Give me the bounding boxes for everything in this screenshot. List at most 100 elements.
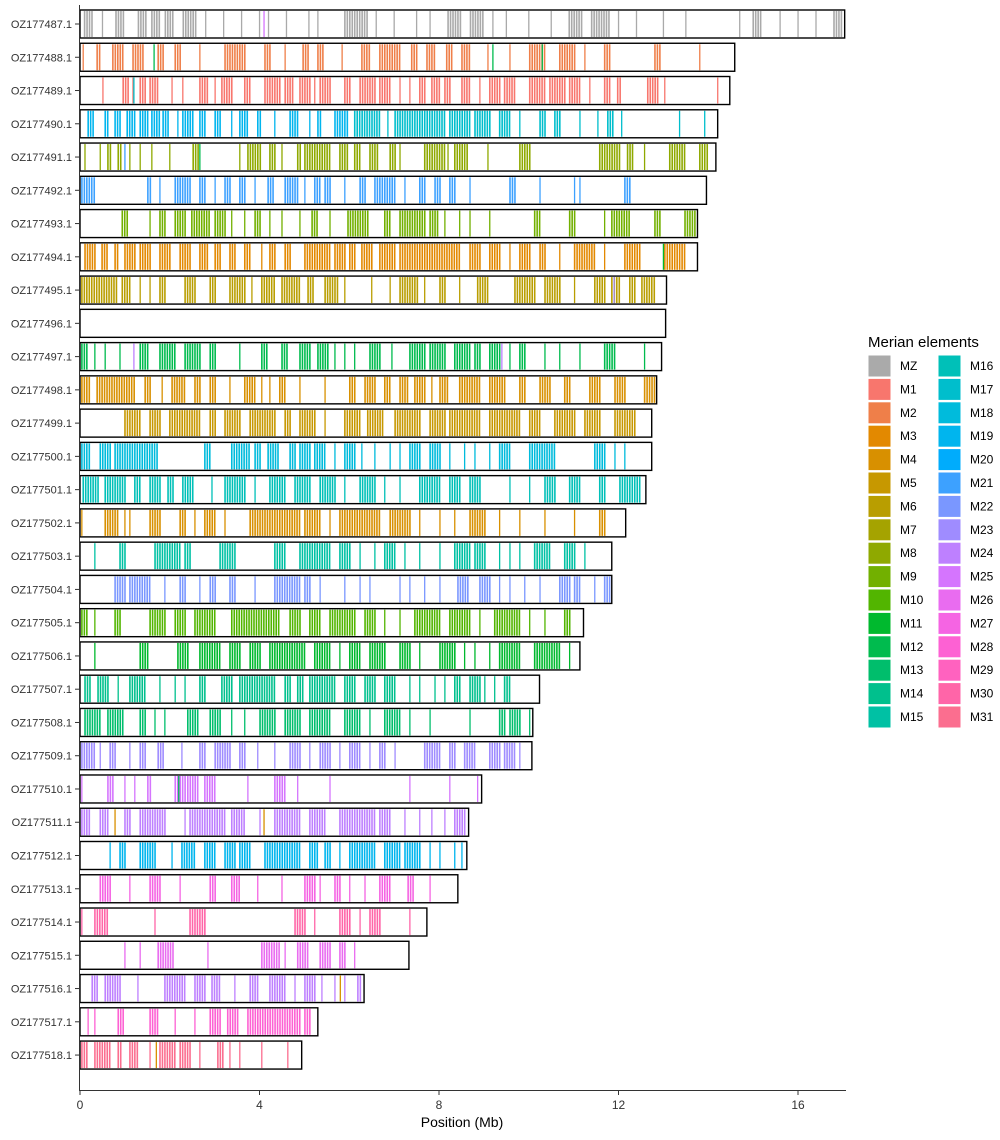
marker-mz <box>474 11 477 37</box>
marker-m14 <box>226 676 228 703</box>
marker-m3 <box>114 243 116 270</box>
marker-m12 <box>286 343 288 370</box>
marker-m4 <box>473 376 476 403</box>
marker-m9 <box>618 210 621 237</box>
marker-m9 <box>121 210 124 237</box>
marker-m24 <box>348 809 351 836</box>
marker-m30 <box>194 909 196 936</box>
marker-m16 <box>97 476 99 503</box>
marker-m18 <box>533 443 536 470</box>
marker-m6 <box>544 277 546 304</box>
marker-m1 <box>346 77 349 104</box>
marker-m17 <box>409 110 411 137</box>
marker-cluster-m1 <box>264 77 281 104</box>
marker-m16 <box>631 476 634 503</box>
marker-m4 <box>651 376 653 403</box>
marker-m10 <box>230 609 233 636</box>
marker-cluster-m3 <box>269 243 276 270</box>
marker-m15 <box>533 543 536 570</box>
marker-m8 <box>521 144 524 171</box>
marker-m9 <box>654 210 656 237</box>
marker-m27 <box>156 875 159 902</box>
marker-m1 <box>361 77 364 104</box>
marker-m18 <box>134 443 136 470</box>
marker-m16 <box>306 476 309 503</box>
marker-m24 <box>114 975 116 1002</box>
marker-m22 <box>486 576 489 603</box>
marker-m12 <box>491 343 494 370</box>
marker-m31 <box>184 1042 186 1069</box>
marker-m10 <box>421 609 424 636</box>
marker-m11 <box>179 642 182 669</box>
marker-cluster-m3 <box>348 243 356 270</box>
marker-m10 <box>313 609 316 636</box>
marker-m28 <box>149 1008 151 1035</box>
marker-m3 <box>311 243 314 270</box>
marker-cluster-m13 <box>509 709 521 736</box>
marker-m23 <box>473 742 476 769</box>
marker-cluster-m23 <box>379 742 386 769</box>
marker-m1 <box>171 77 173 104</box>
marker-cluster-m27 <box>149 875 161 902</box>
marker-m3 <box>391 243 394 270</box>
marker-m12 <box>416 343 419 370</box>
legend-item: M4 <box>867 448 917 472</box>
marker-m28 <box>291 1008 294 1035</box>
marker-m4 <box>149 509 151 536</box>
marker-m4 <box>316 509 319 536</box>
marker-m1 <box>651 77 654 104</box>
marker-m25 <box>149 775 152 802</box>
marker-m18 <box>146 443 148 470</box>
marker-mz <box>151 11 153 37</box>
marker-m1 <box>309 77 311 104</box>
marker-m18 <box>126 443 129 470</box>
marker-cluster-m19 <box>139 842 156 869</box>
marker-m1 <box>248 77 251 104</box>
marker-m13 <box>386 709 389 736</box>
marker-m31 <box>99 1042 101 1069</box>
legend: Merian elements MZM1M2M3M4M5M6M7M8M9M10M… <box>867 334 994 729</box>
marker-m5 <box>274 410 276 437</box>
marker-m6 <box>81 277 83 304</box>
marker-m23 <box>613 277 615 304</box>
marker-cluster-m24 <box>164 975 186 1002</box>
marker-m8 <box>299 144 302 171</box>
marker-m24 <box>274 809 276 836</box>
marker-m1 <box>421 77 424 104</box>
marker-m13 <box>318 709 321 736</box>
marker-m22 <box>369 576 371 603</box>
marker-m24 <box>344 809 346 836</box>
legend-label: M18 <box>970 406 994 420</box>
marker-m14 <box>248 676 251 703</box>
marker-m23 <box>394 742 396 769</box>
marker-cluster-m19 <box>182 110 194 137</box>
marker-m8 <box>487 144 489 171</box>
marker-cluster-m9 <box>654 210 661 237</box>
marker-cluster-m3 <box>304 243 331 270</box>
marker-m16 <box>187 476 189 503</box>
marker-cluster-m14 <box>364 676 376 703</box>
marker-m24 <box>311 809 314 836</box>
marker-cluster-m6 <box>629 277 636 304</box>
marker-m2 <box>433 44 436 71</box>
marker-m9 <box>603 210 606 237</box>
marker-m6 <box>559 277 561 304</box>
marker-m4 <box>286 509 288 536</box>
marker-m19 <box>171 842 173 869</box>
marker-m17 <box>611 110 614 137</box>
marker-m11 <box>379 642 381 669</box>
chromosome-row: OZ177505.1 <box>11 607 585 638</box>
marker-m8 <box>519 144 521 171</box>
marker-m4 <box>81 509 83 536</box>
marker-m18 <box>156 443 158 470</box>
marker-m18 <box>109 443 111 470</box>
marker-m24 <box>356 809 359 836</box>
marker-m3 <box>603 243 606 270</box>
marker-m10 <box>516 609 518 636</box>
marker-m3 <box>386 243 389 270</box>
marker-m15 <box>456 543 459 570</box>
marker-m17 <box>404 110 406 137</box>
marker-m23 <box>508 742 511 769</box>
marker-m10 <box>81 609 83 636</box>
marker-m4 <box>348 509 351 536</box>
